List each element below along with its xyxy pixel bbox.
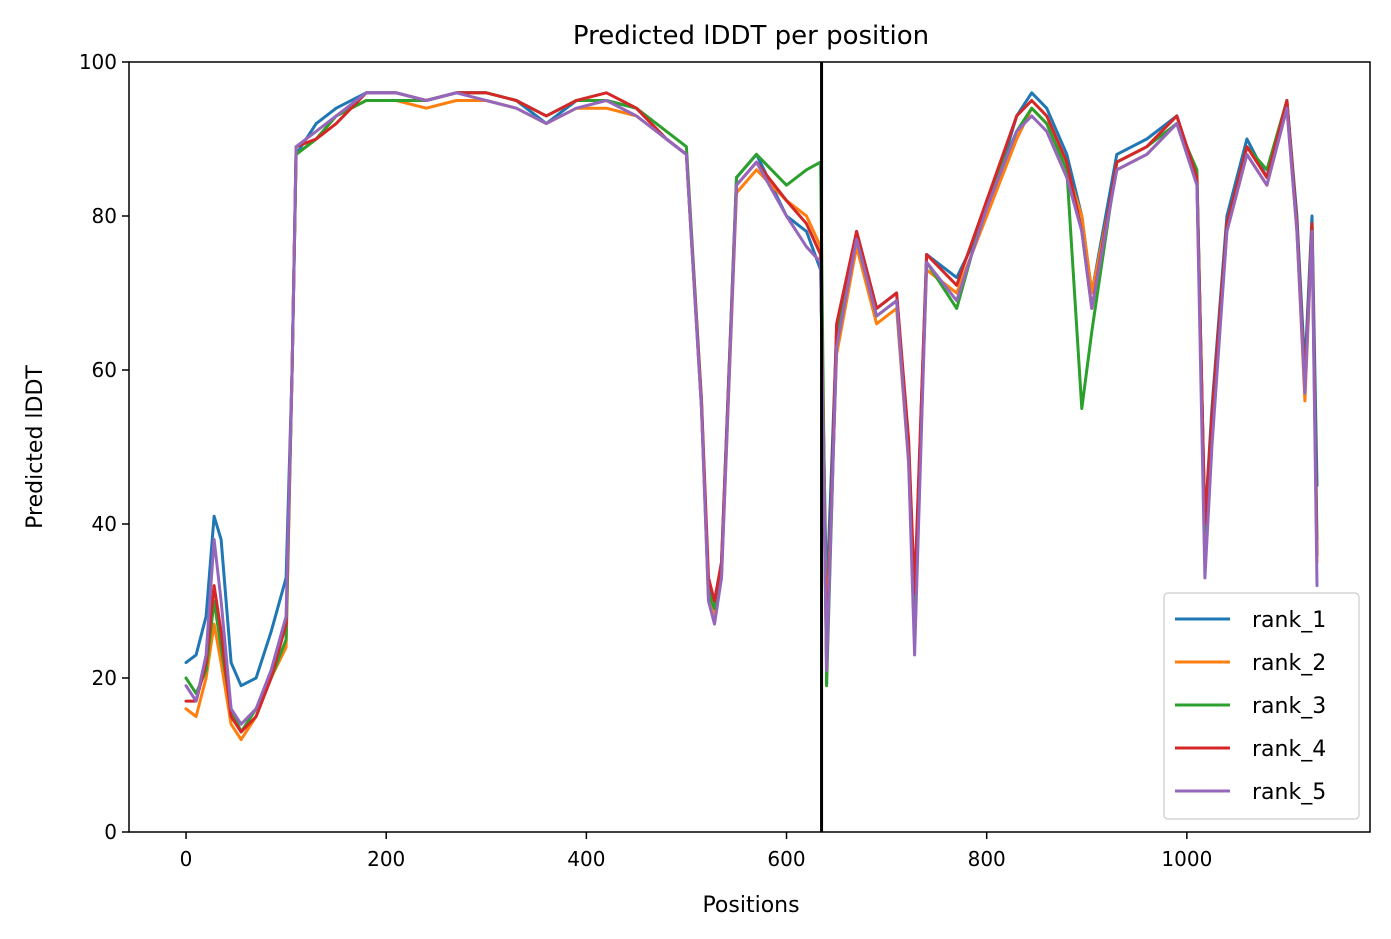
- x-tick-label: 200: [367, 847, 405, 871]
- legend-box: [1163, 592, 1360, 820]
- x-tick-label: 0: [180, 847, 193, 871]
- y-tick-label: 60: [92, 358, 117, 382]
- y-tick-label: 100: [79, 50, 117, 74]
- x-tick-label: 600: [767, 847, 805, 871]
- y-axis-label: Predicted lDDT: [23, 365, 48, 529]
- series-lines: [184, 91, 1319, 742]
- legend-label: rank_5: [1252, 780, 1326, 805]
- y-tick-label: 40: [92, 512, 117, 536]
- y-axis-ticks: 0 20 40 60 80 100: [79, 50, 129, 844]
- x-tick-label: 800: [968, 847, 1006, 871]
- chart-title: Predicted lDDT per position: [573, 21, 929, 51]
- legend-label: rank_2: [1252, 651, 1326, 676]
- legend-label: rank_3: [1252, 694, 1326, 719]
- legend-label: rank_1: [1252, 608, 1326, 633]
- y-tick-label: 0: [104, 820, 117, 844]
- series-line-rank-5: [184, 91, 1319, 726]
- x-tick-label: 1000: [1161, 847, 1212, 871]
- y-tick-label: 20: [92, 666, 117, 690]
- x-tick-label: 400: [567, 847, 605, 871]
- legend: rank_1 rank_2 rank_3 rank_4 rank_5: [1163, 592, 1360, 820]
- legend-label: rank_4: [1252, 737, 1326, 762]
- x-axis-ticks: 0 200 400 600 800 1000: [180, 832, 1212, 871]
- x-axis-label: Positions: [702, 893, 799, 918]
- y-tick-label: 80: [92, 204, 117, 228]
- plot-frame: [128, 61, 1371, 833]
